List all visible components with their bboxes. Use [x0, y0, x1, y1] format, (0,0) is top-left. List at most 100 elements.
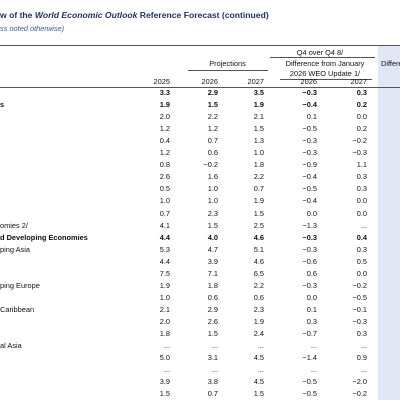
cell: ...: [163, 365, 170, 375]
cell: 2.6: [159, 172, 170, 182]
cell: 0.6: [207, 148, 218, 158]
group-header: Q4 over Q4 8/: [296, 48, 344, 57]
cell: 1.0: [159, 292, 170, 302]
title-text: Reference Forecast (continued): [137, 10, 269, 20]
cell: 2.0: [159, 112, 170, 122]
cell: 0.3: [356, 172, 367, 182]
cell: 0.1: [306, 112, 317, 122]
cell: 2.2: [253, 280, 264, 290]
cell: 1.1: [356, 160, 367, 170]
cell: 1.0: [207, 184, 218, 194]
cell: ...: [211, 341, 218, 351]
cell: −0.3: [302, 244, 317, 254]
cell: 1.5: [253, 124, 264, 134]
cell: ...: [360, 341, 367, 351]
cell: 2.1: [253, 112, 264, 122]
cell: −0.2: [352, 389, 367, 399]
cell: 1.0: [207, 196, 218, 206]
cell: −2.0: [352, 377, 367, 387]
cell: 1.9: [253, 316, 264, 326]
cell: 0.8: [159, 160, 170, 170]
cell: 2.6: [207, 316, 218, 326]
cell: 0.3: [356, 184, 367, 194]
cell: 2.9: [207, 88, 218, 97]
row-label: d Developing Economies: [0, 232, 88, 242]
cell: 4.4: [159, 232, 170, 242]
cell: 4.5: [253, 377, 264, 387]
cell: 2.3: [207, 208, 218, 218]
cell: 0.7: [253, 184, 264, 194]
cell: −0.2: [352, 280, 367, 290]
title-text: w of the: [0, 10, 35, 20]
title: w of the World Economic Outlook Referenc…: [0, 11, 269, 20]
cell: 0.5: [159, 184, 170, 194]
cell: 1.5: [253, 389, 264, 399]
cell: 0.0: [306, 208, 317, 218]
cell: 0.0: [356, 268, 367, 278]
cell: ...: [211, 365, 218, 375]
cell: 7.1: [207, 268, 218, 278]
cell: 5.1: [253, 244, 264, 254]
cell: 7.5: [159, 268, 170, 278]
cell: ...: [310, 365, 317, 375]
cell: −0.2: [352, 136, 367, 146]
difference-header: 2026 WEO Update 1/: [289, 69, 361, 78]
cell: 4.6: [253, 256, 264, 266]
cell: −0.9: [302, 160, 317, 170]
row-label: omies 2/: [0, 220, 28, 230]
rule: [0, 45, 400, 46]
cell: 0.0: [356, 112, 367, 122]
cell: 3.9: [207, 256, 218, 266]
cell: 0.6: [306, 268, 317, 278]
cell: 3.5: [253, 88, 264, 97]
cell: −0.3: [302, 148, 317, 158]
rule: [270, 57, 375, 58]
cell: −0.4: [302, 172, 317, 182]
cell: 2.1: [159, 304, 170, 314]
cell: 0.3: [356, 329, 367, 338]
cell: 1.5: [207, 100, 218, 110]
difference-header: Difference from January: [285, 59, 365, 68]
cell: −0.3: [352, 148, 367, 158]
cell: 0.3: [356, 88, 367, 97]
cell: −0.5: [302, 184, 317, 194]
rule: [188, 70, 268, 71]
row-label: s: [0, 100, 5, 110]
cell: 4.5: [253, 353, 264, 363]
cell: 1.5: [253, 208, 264, 218]
cell: 1.9: [253, 100, 264, 110]
projections-header: Projections: [209, 59, 246, 68]
cell: 1.9: [159, 100, 170, 110]
year-header: 2027: [247, 77, 264, 86]
cell: −0.5: [302, 377, 317, 387]
cell: −1.4: [302, 353, 317, 363]
cell: −0.5: [302, 389, 317, 399]
cell: 0.6: [207, 292, 218, 302]
cell: 4.4: [159, 256, 170, 266]
cell: 0.7: [159, 208, 170, 218]
cell: 1.5: [159, 389, 170, 399]
cell: 2.3: [253, 304, 264, 314]
cell: 2.5: [253, 220, 264, 230]
cut-header: Differe: [381, 59, 400, 68]
cell: 1.8: [207, 280, 218, 290]
cell: 2.2: [253, 172, 264, 182]
cell: 5.3: [159, 244, 170, 254]
cell: 0.2: [356, 124, 367, 134]
title-italic: World Economic Outlook: [34, 10, 138, 20]
highlight-band: [378, 46, 400, 400]
cell: 0.7: [207, 389, 218, 399]
cell: 4.7: [207, 244, 218, 254]
year-header: 2025: [153, 77, 170, 86]
cell: ...: [310, 341, 317, 351]
cell: 2.9: [207, 304, 218, 314]
cell: −0.3: [302, 88, 317, 97]
row-label: al Asia: [0, 341, 22, 351]
cell: −0.4: [302, 196, 317, 206]
cell: 0.0: [356, 208, 367, 218]
cell: ...: [257, 365, 264, 375]
cell: −0.4: [302, 100, 317, 110]
cell: −0.3: [352, 316, 367, 326]
cell: −0.5: [302, 124, 317, 134]
